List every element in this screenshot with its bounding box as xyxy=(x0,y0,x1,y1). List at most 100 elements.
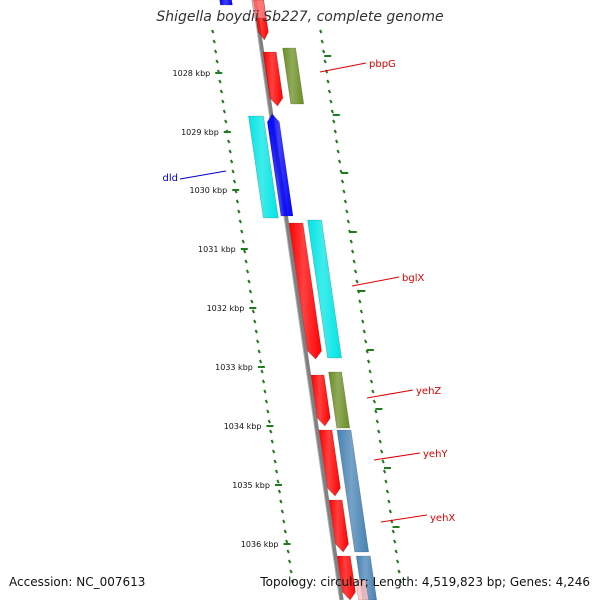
gene-yehZ xyxy=(310,374,331,427)
scale-tick-dot xyxy=(377,429,381,434)
scale-tick-dot xyxy=(330,109,334,114)
scale-tick-dot xyxy=(365,349,369,354)
scale-tick-dot xyxy=(245,269,250,274)
scale-tick-dot xyxy=(228,149,232,154)
scale-tick-dot xyxy=(388,509,392,514)
scale-tick-dot xyxy=(276,479,280,484)
scale-tick-dot xyxy=(282,519,286,524)
scale-tick-dot xyxy=(384,479,388,484)
gene-label-leader xyxy=(366,389,414,399)
gene-label-leader xyxy=(179,170,227,180)
scale-tick-dot xyxy=(322,49,326,54)
scale-tick-dot xyxy=(240,229,244,234)
scale-tick-dot xyxy=(254,329,258,334)
scale-tick-dot xyxy=(273,459,277,464)
scale-tick-dot xyxy=(263,389,267,394)
scale-tick-dot xyxy=(224,119,228,124)
gene-bglX xyxy=(288,222,322,360)
scale-tick-dot xyxy=(398,579,403,584)
gene-blue-partial xyxy=(219,0,233,6)
gene-olive-2 xyxy=(328,371,351,429)
scale-tick-dot xyxy=(247,279,251,284)
genome-title: Shigella boydii Sb227, complete genome xyxy=(156,9,444,25)
gene-label-leader xyxy=(319,62,367,73)
scale-tick-dot xyxy=(320,39,324,44)
scale-tick-dot xyxy=(218,79,222,84)
gene-label-leader xyxy=(373,452,421,461)
scale-tick-dot xyxy=(258,359,263,364)
scale-tick-dot xyxy=(290,579,295,584)
gene-yehX xyxy=(328,499,349,553)
scale-tick-dot xyxy=(346,219,350,224)
scale-tick-dot xyxy=(241,239,245,244)
scale-tick-dot xyxy=(267,419,271,424)
scale-label: 1029 kbp xyxy=(181,128,219,137)
scale-tick-dot xyxy=(214,49,218,54)
scale-tick-dot xyxy=(250,299,254,304)
scale-tick-dot xyxy=(264,399,269,404)
scale-tick-dot xyxy=(227,139,231,144)
scale-tick-dot xyxy=(221,99,225,104)
gene-label-dld: dld xyxy=(163,173,178,184)
scale-tick-dot xyxy=(381,459,385,464)
scale-tick-dot xyxy=(319,29,323,34)
gene-pbpG xyxy=(262,51,284,107)
scale-tick-dot xyxy=(279,499,283,504)
scale-tick-dot xyxy=(337,159,342,164)
scale-tick-dot xyxy=(260,369,264,374)
scale-tick-dot xyxy=(372,399,377,404)
scale-tick-dot xyxy=(364,339,368,344)
scale-label: 1035 kbp xyxy=(232,481,270,490)
scale-tick-dot xyxy=(385,489,390,494)
scale-tick-dot xyxy=(332,119,336,124)
scale-tick-dot xyxy=(333,129,337,134)
scale-tick-dot xyxy=(237,209,241,214)
scale-tick-dot xyxy=(266,409,270,414)
scale-tick-dot xyxy=(359,309,363,314)
scale-tick-dot xyxy=(371,389,375,394)
gene-label-yehY: yehY xyxy=(423,449,448,460)
scale-tick-dot xyxy=(343,199,348,204)
scale-tick-dot xyxy=(261,379,266,384)
scale-tick-dot xyxy=(349,239,353,244)
gene-blue xyxy=(267,113,294,217)
scale-tick-dot xyxy=(368,369,372,374)
scale-tick-dot xyxy=(248,289,253,294)
genome-backbone xyxy=(252,0,344,601)
scale-tick-dot xyxy=(393,539,397,544)
scale-tick-dot xyxy=(277,489,282,494)
scale-tick-dot xyxy=(327,89,332,94)
scale-tick-dot xyxy=(272,449,276,454)
scale-tick-dot xyxy=(222,109,226,114)
scale-tick-dot xyxy=(256,339,260,344)
scale-tick-dot xyxy=(345,209,349,214)
scale-label: 1031 kbp xyxy=(198,245,236,254)
scale-tick-dot xyxy=(352,259,356,264)
scale-tick-dot xyxy=(362,329,366,334)
gene-label-leader xyxy=(380,514,428,523)
scale-tick-dot xyxy=(358,299,362,304)
scale-tick-dot xyxy=(397,569,401,574)
scale-tick-dot xyxy=(361,319,365,324)
scale-label: 1036 kbp xyxy=(241,540,279,549)
scale-label: 1033 kbp xyxy=(215,363,253,372)
scale-tick-dot xyxy=(212,39,216,44)
scale-tick-dot xyxy=(374,409,378,414)
scale-tick-dot xyxy=(382,469,387,474)
scale-tick-dot xyxy=(253,319,257,324)
scale-tick-dot xyxy=(211,29,215,34)
scale-tick-dot xyxy=(269,429,273,434)
scale-tick-dot xyxy=(353,269,358,274)
gene-steel xyxy=(336,429,370,553)
gene-label-leader xyxy=(351,276,400,287)
scale-tick-dot xyxy=(394,549,398,554)
scale-tick-dot xyxy=(231,169,235,174)
scale-tick-dot xyxy=(270,439,274,444)
scale-tick-dot xyxy=(326,79,330,84)
scale-tick-dot xyxy=(238,219,242,224)
scale-tick-dot xyxy=(387,499,391,504)
scale-tick-dot xyxy=(369,379,374,384)
genome-backbone-highlight xyxy=(252,0,341,601)
